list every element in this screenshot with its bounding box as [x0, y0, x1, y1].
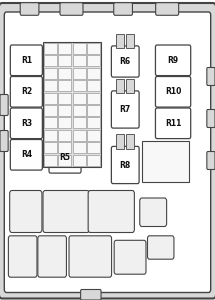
FancyBboxPatch shape [0, 3, 215, 298]
Bar [73, 92, 86, 104]
FancyBboxPatch shape [20, 3, 39, 15]
Bar [44, 55, 57, 66]
Bar [44, 142, 57, 153]
Bar [73, 105, 86, 116]
Bar [58, 55, 71, 66]
Bar [58, 68, 71, 79]
Bar [73, 155, 86, 166]
FancyBboxPatch shape [155, 108, 191, 139]
Bar [126, 134, 134, 148]
FancyBboxPatch shape [69, 236, 112, 277]
Bar [88, 117, 100, 128]
Bar [58, 80, 71, 91]
FancyBboxPatch shape [0, 94, 8, 116]
FancyBboxPatch shape [140, 198, 167, 226]
Bar [88, 130, 100, 141]
FancyBboxPatch shape [10, 76, 42, 107]
FancyBboxPatch shape [43, 190, 89, 232]
FancyBboxPatch shape [155, 76, 191, 107]
Text: R4: R4 [21, 150, 32, 159]
Bar [73, 142, 86, 153]
Bar [58, 155, 71, 166]
FancyBboxPatch shape [156, 3, 179, 15]
Bar [88, 155, 100, 166]
Bar [88, 80, 100, 91]
FancyBboxPatch shape [4, 12, 211, 292]
FancyBboxPatch shape [207, 68, 215, 85]
Bar [44, 80, 57, 91]
Bar [58, 117, 71, 128]
Bar [88, 43, 100, 54]
Bar [116, 134, 124, 148]
FancyBboxPatch shape [207, 152, 215, 169]
FancyBboxPatch shape [147, 236, 174, 259]
Bar [142, 141, 189, 182]
FancyBboxPatch shape [10, 45, 42, 76]
Bar [116, 79, 124, 93]
Bar [44, 155, 57, 166]
FancyBboxPatch shape [111, 146, 139, 184]
FancyBboxPatch shape [0, 130, 8, 152]
Bar [126, 34, 134, 48]
FancyBboxPatch shape [207, 110, 215, 128]
FancyBboxPatch shape [155, 45, 191, 76]
Bar [88, 105, 100, 116]
Text: R8: R8 [120, 160, 131, 169]
Text: R11: R11 [165, 119, 181, 128]
Text: R1: R1 [21, 56, 32, 65]
FancyBboxPatch shape [10, 140, 42, 170]
FancyBboxPatch shape [38, 236, 66, 277]
Bar [58, 130, 71, 141]
FancyBboxPatch shape [81, 290, 101, 300]
FancyBboxPatch shape [114, 3, 132, 15]
Bar [58, 142, 71, 153]
FancyBboxPatch shape [10, 190, 42, 232]
Text: R2: R2 [21, 87, 32, 96]
Bar [73, 68, 86, 79]
Bar [58, 105, 71, 116]
Text: R7: R7 [120, 105, 131, 114]
Bar [44, 92, 57, 104]
Bar [44, 43, 57, 54]
FancyBboxPatch shape [88, 190, 134, 232]
Bar [44, 105, 57, 116]
Bar [73, 43, 86, 54]
Bar [58, 43, 71, 54]
Bar [88, 142, 100, 153]
Bar [116, 34, 124, 48]
Bar [73, 117, 86, 128]
Bar [44, 117, 57, 128]
Bar [126, 79, 134, 93]
Text: R6: R6 [120, 57, 131, 66]
Bar [44, 68, 57, 79]
FancyBboxPatch shape [10, 108, 42, 139]
FancyBboxPatch shape [49, 142, 81, 173]
Bar [58, 92, 71, 104]
Bar [43, 42, 101, 167]
FancyBboxPatch shape [111, 91, 139, 128]
FancyBboxPatch shape [111, 46, 139, 77]
Text: R9: R9 [167, 56, 179, 65]
FancyBboxPatch shape [60, 3, 83, 15]
Bar [73, 55, 86, 66]
FancyBboxPatch shape [8, 236, 37, 277]
Text: R10: R10 [165, 87, 181, 96]
Bar [88, 92, 100, 104]
Text: R3: R3 [21, 119, 32, 128]
Bar [73, 130, 86, 141]
Bar [44, 130, 57, 141]
Bar [88, 55, 100, 66]
FancyBboxPatch shape [114, 240, 146, 274]
Text: R5: R5 [60, 153, 71, 162]
Bar [88, 68, 100, 79]
Bar [73, 80, 86, 91]
